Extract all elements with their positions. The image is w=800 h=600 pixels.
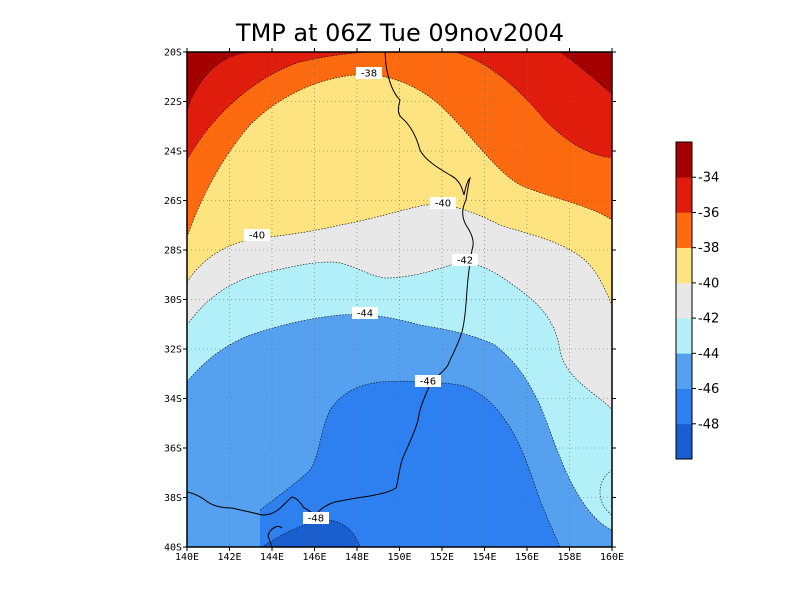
colorbar-swatch: [676, 212, 692, 248]
contour-42: [187, 261, 612, 411]
colorbar-label: -40: [698, 276, 719, 291]
colorbar-swatch: [676, 318, 692, 354]
y-tick-label: 24S: [164, 147, 182, 158]
svg-text:-42: -42: [457, 256, 473, 267]
y-tick-label: 34S: [164, 394, 182, 405]
svg-text:-40: -40: [435, 199, 451, 210]
band-below-48: [262, 519, 360, 547]
band-48-46: [260, 381, 560, 547]
contour-44: [187, 314, 612, 531]
contour-34a: [187, 52, 251, 111]
contour-label-38: -38: [356, 67, 382, 80]
colorbar-swatch: [676, 282, 692, 319]
colorbar-swatch: [676, 353, 692, 389]
map-title: TMP at 06Z Tue 09nov2004: [235, 19, 564, 47]
x-tick-label: 160E: [600, 552, 624, 563]
x-tick-label: 140E: [175, 552, 199, 563]
x-tick-label: 156E: [515, 552, 539, 563]
y-tick-label: 28S: [164, 246, 182, 257]
contour-44-east: [599, 469, 612, 516]
svg-text:-44: -44: [357, 309, 373, 320]
contour-label-48: -48: [303, 512, 329, 525]
contour-label-40-west: -40: [244, 229, 270, 242]
grid-lines: [187, 52, 612, 547]
colorbar-label: -44: [698, 347, 719, 362]
contour-36b: [454, 52, 612, 159]
coastline: [187, 52, 474, 516]
x-tick-label: 150E: [387, 552, 411, 563]
contour-36a: [187, 52, 376, 161]
colorbar-label: -42: [698, 312, 719, 327]
contour-labels: -38 -40 -40 -42 -44 -46 -48: [244, 67, 478, 525]
contour-46: [259, 380, 561, 547]
x-tick-label: 158E: [557, 552, 581, 563]
y-tick-label: 30S: [164, 295, 182, 306]
contour-label-44: -44: [352, 307, 378, 320]
contour-plot-area: [187, 52, 612, 547]
svg-text:-48: -48: [308, 514, 324, 525]
x-tick-label: 144E: [260, 552, 284, 563]
colorbar-label: -48: [698, 417, 719, 432]
contour-label-46: -46: [415, 375, 441, 388]
y-tick-label: 26S: [164, 196, 182, 207]
colorbar-label: -34: [698, 171, 719, 186]
svg-text:-40: -40: [249, 231, 265, 242]
x-tick-label: 154E: [472, 552, 496, 563]
colorbar-swatch: [676, 423, 692, 460]
contour-label-40-east: -40: [430, 197, 456, 210]
svg-text:-38: -38: [361, 69, 377, 80]
x-tick-label: 146E: [302, 552, 326, 563]
y-tick-label: 38S: [164, 493, 182, 504]
y-tick-label: 20S: [164, 48, 182, 59]
contour-label-42: -42: [452, 254, 478, 267]
colorbar-frame: [675, 141, 693, 460]
colorbar-label: -38: [698, 241, 719, 256]
colorbar: -48 -46 -44 -42 -40 -38 -36 -34: [675, 141, 719, 460]
colorbar-swatch: [676, 142, 692, 178]
colorbar-label: -36: [698, 206, 719, 221]
y-tick-label: 36S: [164, 444, 182, 455]
coastline-tasmania-tip: [267, 525, 283, 547]
colorbar-label: -46: [698, 382, 719, 397]
x-tick-label: 142E: [217, 552, 241, 563]
y-tick-label: 22S: [164, 97, 182, 108]
svg-text:-46: -46: [420, 377, 436, 388]
colorbar-swatch: [676, 247, 692, 284]
x-tick-label: 152E: [430, 552, 454, 563]
axis-ticks: 140E 142E 144E 146E 148E 150E 152E 154E 156E 158E…: [164, 48, 624, 564]
x-tick-label: 148E: [345, 552, 369, 563]
colorbar-swatch: [676, 388, 692, 425]
y-tick-label: 32S: [164, 345, 182, 356]
y-tick-label: 40S: [164, 543, 182, 554]
colorbar-swatch: [676, 177, 692, 213]
